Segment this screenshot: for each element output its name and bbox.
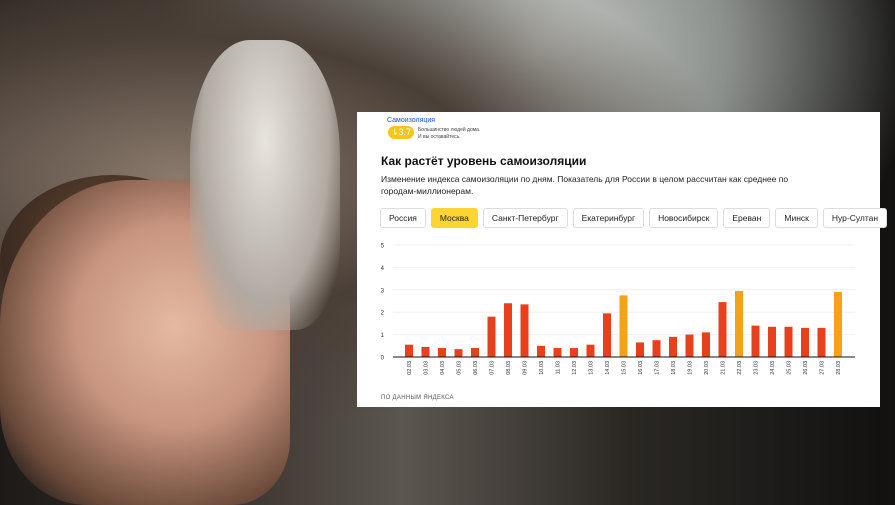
score-value: 3.7 — [398, 127, 412, 137]
x-tick-label: 23.03 — [754, 361, 760, 375]
x-tick-label: 13.03 — [589, 361, 595, 375]
bar-21.03 — [718, 302, 727, 357]
bar-14.03 — [603, 313, 611, 357]
widget-note: Большинство людей дома. И вы оставайтесь. — [418, 127, 528, 141]
bar-28.03 — [834, 292, 842, 357]
pin-icon: ⇂ — [390, 127, 399, 137]
tab-russia[interactable]: Россия — [380, 208, 426, 228]
bar-chart: 0 1 2 3 4 5 02.03 03.03 04.03 05.03 06.03 07.03 08.0… — [381, 244, 855, 375]
x-tick-label: 20.03 — [704, 361, 710, 375]
x-tick-label: 22.03 — [737, 361, 743, 375]
chart-subtitle: Изменение индекса самоизоляции по дням. … — [381, 174, 789, 196]
bar-08.03 — [504, 303, 512, 357]
x-tick-label: 10.03 — [539, 361, 545, 375]
x-tick-label: 16.03 — [638, 361, 644, 375]
bar-09.03 — [520, 304, 529, 357]
bar-16.03 — [636, 342, 644, 357]
note-line-1: Большинство людей дома. — [418, 127, 481, 133]
bar-27.03 — [817, 327, 826, 357]
y-tick-label: 4 — [381, 266, 385, 272]
widget-brand[interactable]: Самоизоляция — [387, 117, 436, 124]
bar-25.03 — [784, 326, 793, 357]
bar-19.03 — [685, 334, 694, 357]
bar-10.03 — [537, 345, 545, 357]
bar-12.03 — [570, 348, 578, 357]
x-tick-label: 28.03 — [836, 361, 842, 375]
bar-24.03 — [768, 326, 776, 357]
x-tick-label: 11.03 — [556, 361, 562, 374]
y-tick-label: 1 — [381, 333, 385, 339]
y-tick-label: 2 — [381, 311, 385, 317]
bar-15.03 — [619, 295, 628, 357]
bar-18.03 — [669, 336, 677, 357]
bar-06.03 — [471, 348, 479, 357]
bar-17.03 — [652, 340, 661, 357]
chart-card: Самоизоляция ⇂3.7 Большинство людей дома… — [357, 112, 888, 407]
x-tick-label: 25.03 — [787, 361, 793, 375]
bar-05.03 — [454, 349, 463, 357]
bar-11.03 — [553, 348, 562, 357]
y-tick-label: 0 — [381, 356, 385, 362]
x-tick-label: 08.03 — [506, 361, 512, 375]
tab-minsk[interactable]: Минск — [775, 208, 818, 228]
bar-23.03 — [751, 325, 760, 357]
x-tick-label: 15.03 — [622, 361, 628, 375]
score-badge: ⇂3.7 — [388, 126, 414, 139]
tab-ekaterinburg[interactable]: Екатеринбург — [572, 208, 645, 228]
x-tick-label: 14.03 — [605, 361, 611, 375]
bar-13.03 — [586, 344, 595, 357]
x-tick-label: 06.03 — [473, 361, 479, 375]
x-tick-label: 02.03 — [407, 361, 413, 375]
bar-22.03 — [735, 290, 743, 357]
x-tick-label: 04.03 — [440, 361, 446, 375]
y-tick-label: 3 — [381, 288, 385, 294]
x-tick-label: 21.03 — [721, 361, 727, 375]
x-tick-label: 09.03 — [523, 361, 529, 375]
x-tick-label: 03.03 — [424, 361, 430, 375]
photo-cat — [190, 40, 340, 330]
tab-novosibirsk[interactable]: Новосибирск — [649, 208, 719, 228]
x-tick-label: 17.03 — [655, 361, 661, 375]
tab-nur-sultan[interactable]: Нур-Султан — [822, 208, 888, 228]
x-tick-label: 27.03 — [820, 361, 826, 375]
tab-spb[interactable]: Санкт-Петербург — [482, 208, 568, 228]
bar-03.03 — [421, 346, 430, 357]
x-tick-label: 07.03 — [490, 361, 496, 375]
city-tabs: Россия Москва Санкт-Петербург Екатеринбу… — [380, 208, 888, 228]
x-tick-label: 26.03 — [803, 361, 809, 375]
bar-04.03 — [438, 348, 446, 357]
y-tick-label: 5 — [381, 244, 385, 250]
x-tick-label: 19.03 — [688, 361, 694, 375]
chart-title: Как растёт уровень самоизоляции — [381, 154, 587, 168]
bar-20.03 — [702, 332, 710, 357]
bar-07.03 — [487, 316, 496, 357]
tab-moscow[interactable]: Москва — [430, 208, 478, 228]
bar-26.03 — [801, 327, 809, 357]
x-tick-label: 24.03 — [770, 361, 776, 375]
source-note: ПО ДАННЫМ ЯНДЕКСА — [381, 395, 454, 401]
bar-02.03 — [405, 344, 413, 357]
x-tick-label: 18.03 — [671, 361, 677, 375]
x-tick-label: 05.03 — [457, 361, 463, 375]
tab-yerevan[interactable]: Ереван — [723, 208, 771, 228]
note-line-2: И вы оставайтесь. — [418, 134, 461, 140]
x-tick-label: 12.03 — [572, 361, 578, 375]
